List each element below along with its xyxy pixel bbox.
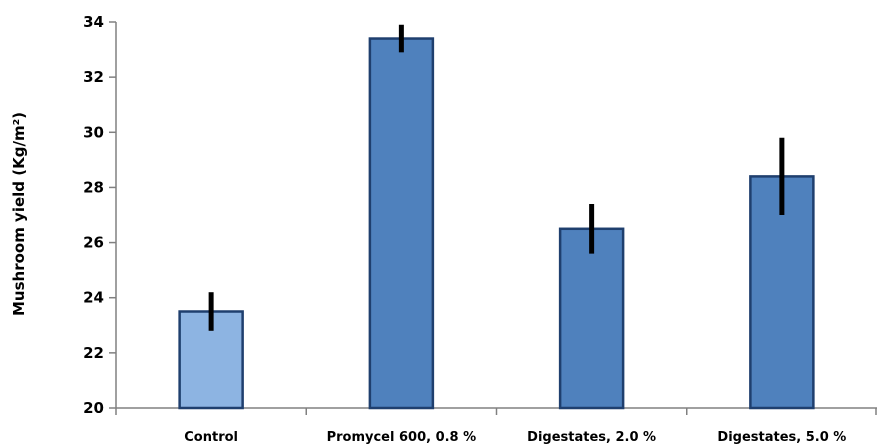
y-tick-label: 30 <box>83 123 104 141</box>
y-tick-label: 26 <box>83 234 104 252</box>
bar-2 <box>368 37 435 410</box>
category-label-1: Control <box>184 430 238 445</box>
y-tick-label: 34 <box>83 13 104 31</box>
error-bars <box>208 24 785 331</box>
category-label-3: Digestates, 2.0 % <box>527 430 656 445</box>
category-label-4: Digestates, 5.0 % <box>717 430 846 445</box>
category-labels: Control Promycel 600, 0.8 % Digestates, 2.… <box>184 430 846 445</box>
bars <box>178 37 815 410</box>
y-tick-label: 24 <box>83 289 104 307</box>
y-tick-label: 22 <box>83 344 104 362</box>
y-tick-label: 32 <box>83 68 104 86</box>
bar-3 <box>558 227 625 410</box>
category-label-2: Promycel 600, 0.8 % <box>327 430 477 445</box>
y-tick-label: 20 <box>83 399 104 417</box>
y-axis: 20 22 24 26 28 30 32 34 <box>83 13 117 417</box>
y-axis-title: Mushroom yield (Kg/m²) <box>10 112 28 316</box>
y-tick-label: 28 <box>83 178 104 196</box>
